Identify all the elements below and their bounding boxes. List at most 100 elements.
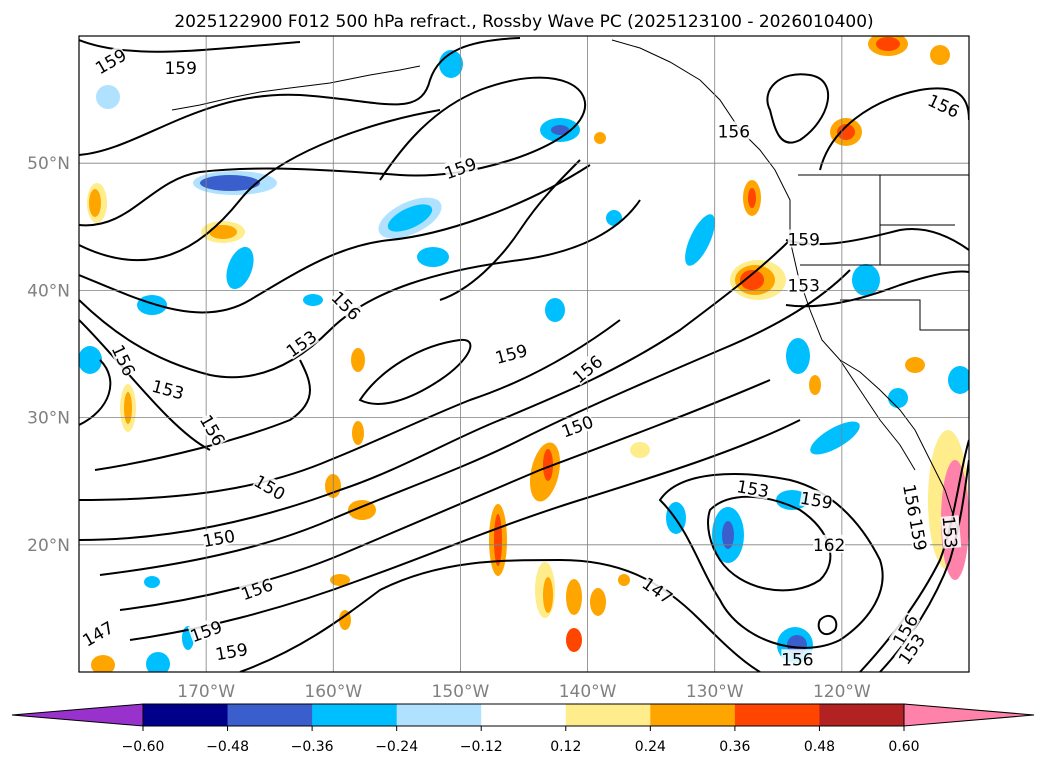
aleutian-islands — [171, 65, 421, 111]
shade-blob — [590, 588, 606, 616]
contour-label-bg — [282, 326, 320, 360]
colorbar-segment — [565, 704, 651, 726]
contour-label: 153 — [787, 275, 820, 296]
colorbar-tick-label: −0.36 — [291, 739, 334, 755]
contour-line — [658, 473, 884, 649]
colorbar-segment — [481, 704, 567, 726]
shade-blob — [630, 442, 650, 458]
contour-label-bg — [329, 287, 365, 323]
colorbar-segment — [734, 704, 820, 726]
contour-line — [79, 37, 521, 156]
contour-label-text: 156 — [781, 650, 813, 670]
contour-line — [859, 439, 969, 672]
contour-label: 162 — [813, 534, 845, 556]
shade-blob — [146, 652, 170, 672]
colorbar-tick-label: 0.12 — [550, 739, 581, 755]
shade-blob — [545, 298, 565, 322]
colorbar-tick-label: −0.60 — [122, 739, 165, 755]
contour-label-bg — [639, 573, 677, 607]
contour-line — [119, 379, 771, 611]
shade-blob — [566, 628, 582, 652]
shade-blob — [339, 610, 351, 630]
contour-line — [239, 558, 761, 672]
shade-blob — [352, 421, 364, 445]
lon-tick-label: 170°W — [177, 682, 235, 702]
colorbar: −0.60 −0.48 −0.36 −0.24 −0.12 0.12 0.24 0.36 0.4… — [11, 703, 1035, 755]
colorbar-segment — [312, 704, 398, 726]
north-america-coast — [611, 39, 959, 531]
shade-blob — [387, 204, 433, 232]
contours — [79, 37, 969, 672]
contour-label-text: 162 — [813, 536, 845, 556]
lat-tick-label: 30°N — [27, 409, 70, 429]
contour-line — [819, 87, 969, 171]
contour-label-text: 153 — [787, 276, 819, 296]
shade-blob — [89, 189, 101, 217]
shade-blob — [417, 247, 449, 267]
contour-label: 159 — [787, 229, 820, 251]
contour-label-bg — [187, 616, 224, 645]
shade-blob — [930, 45, 950, 65]
contour-label: 153 — [938, 515, 962, 549]
shade-blob — [888, 388, 908, 408]
contour-line — [79, 39, 301, 53]
contour-line — [79, 359, 112, 426]
contour-line — [79, 109, 441, 261]
contour-label-bg — [717, 121, 750, 140]
shade-blob — [351, 348, 365, 372]
contour-label: 159 — [164, 57, 197, 79]
contour-line — [439, 159, 581, 301]
contour-label-text: 153 — [938, 515, 961, 549]
contour-label-bg — [781, 649, 814, 668]
colorbar-segment — [227, 704, 313, 726]
shade-blob — [303, 294, 323, 306]
colorbar-tick-label: 0.36 — [719, 739, 750, 755]
contour-line — [766, 73, 829, 144]
contour-line — [785, 270, 969, 308]
contour-label-bg — [441, 153, 479, 182]
contour-label-bg — [568, 351, 605, 386]
contour-label-bg — [940, 515, 962, 549]
colorbar-tick-label: 0.24 — [635, 739, 666, 755]
shade-blob — [348, 500, 376, 520]
shade-blob — [330, 574, 350, 586]
shade-blob — [543, 577, 553, 613]
contour-line — [129, 419, 801, 641]
contour-label-bg — [558, 411, 596, 440]
longitude-tick-labels: 170°W 160°W 150°W 140°W 130°W 120°W — [177, 682, 871, 702]
lon-tick-label: 150°W — [432, 682, 490, 702]
contour-label-bg — [787, 275, 820, 294]
shade-blob — [226, 246, 254, 290]
colorbar-segment — [650, 704, 736, 726]
colorbar-tick-label: −0.48 — [206, 739, 249, 755]
contour-label-bg — [79, 617, 116, 649]
baja-coast — [839, 359, 916, 471]
contour-line — [358, 338, 472, 405]
colorbar-segment — [143, 704, 229, 726]
shade-blob — [606, 210, 622, 226]
state-borders — [798, 174, 969, 331]
contour-line — [79, 199, 641, 379]
contour-label-bg — [164, 57, 197, 76]
shade-blob — [137, 295, 167, 315]
contour-label-bg — [214, 639, 249, 663]
shade-blob — [618, 574, 630, 586]
shade-blob — [543, 449, 553, 481]
shade-blob — [209, 225, 237, 239]
shade-blob — [144, 576, 160, 588]
contour-label-text: 159 — [787, 231, 819, 251]
colorbar-extend-max — [903, 703, 1035, 727]
lon-tick-label: 160°W — [304, 682, 362, 702]
lat-tick-label: 40°N — [27, 281, 70, 301]
latitude-tick-labels: 20°N 30°N 40°N 50°N — [27, 154, 70, 556]
lat-tick-label: 50°N — [27, 154, 70, 174]
colorbar-segment — [396, 704, 482, 726]
contour-label: 159 — [441, 153, 479, 184]
contour-label-bg — [888, 611, 921, 648]
colorbar-tick-label: −0.12 — [460, 739, 503, 755]
shade-blob — [786, 338, 810, 374]
shade-blob — [594, 132, 606, 144]
colorbar-extend-min — [11, 703, 144, 727]
